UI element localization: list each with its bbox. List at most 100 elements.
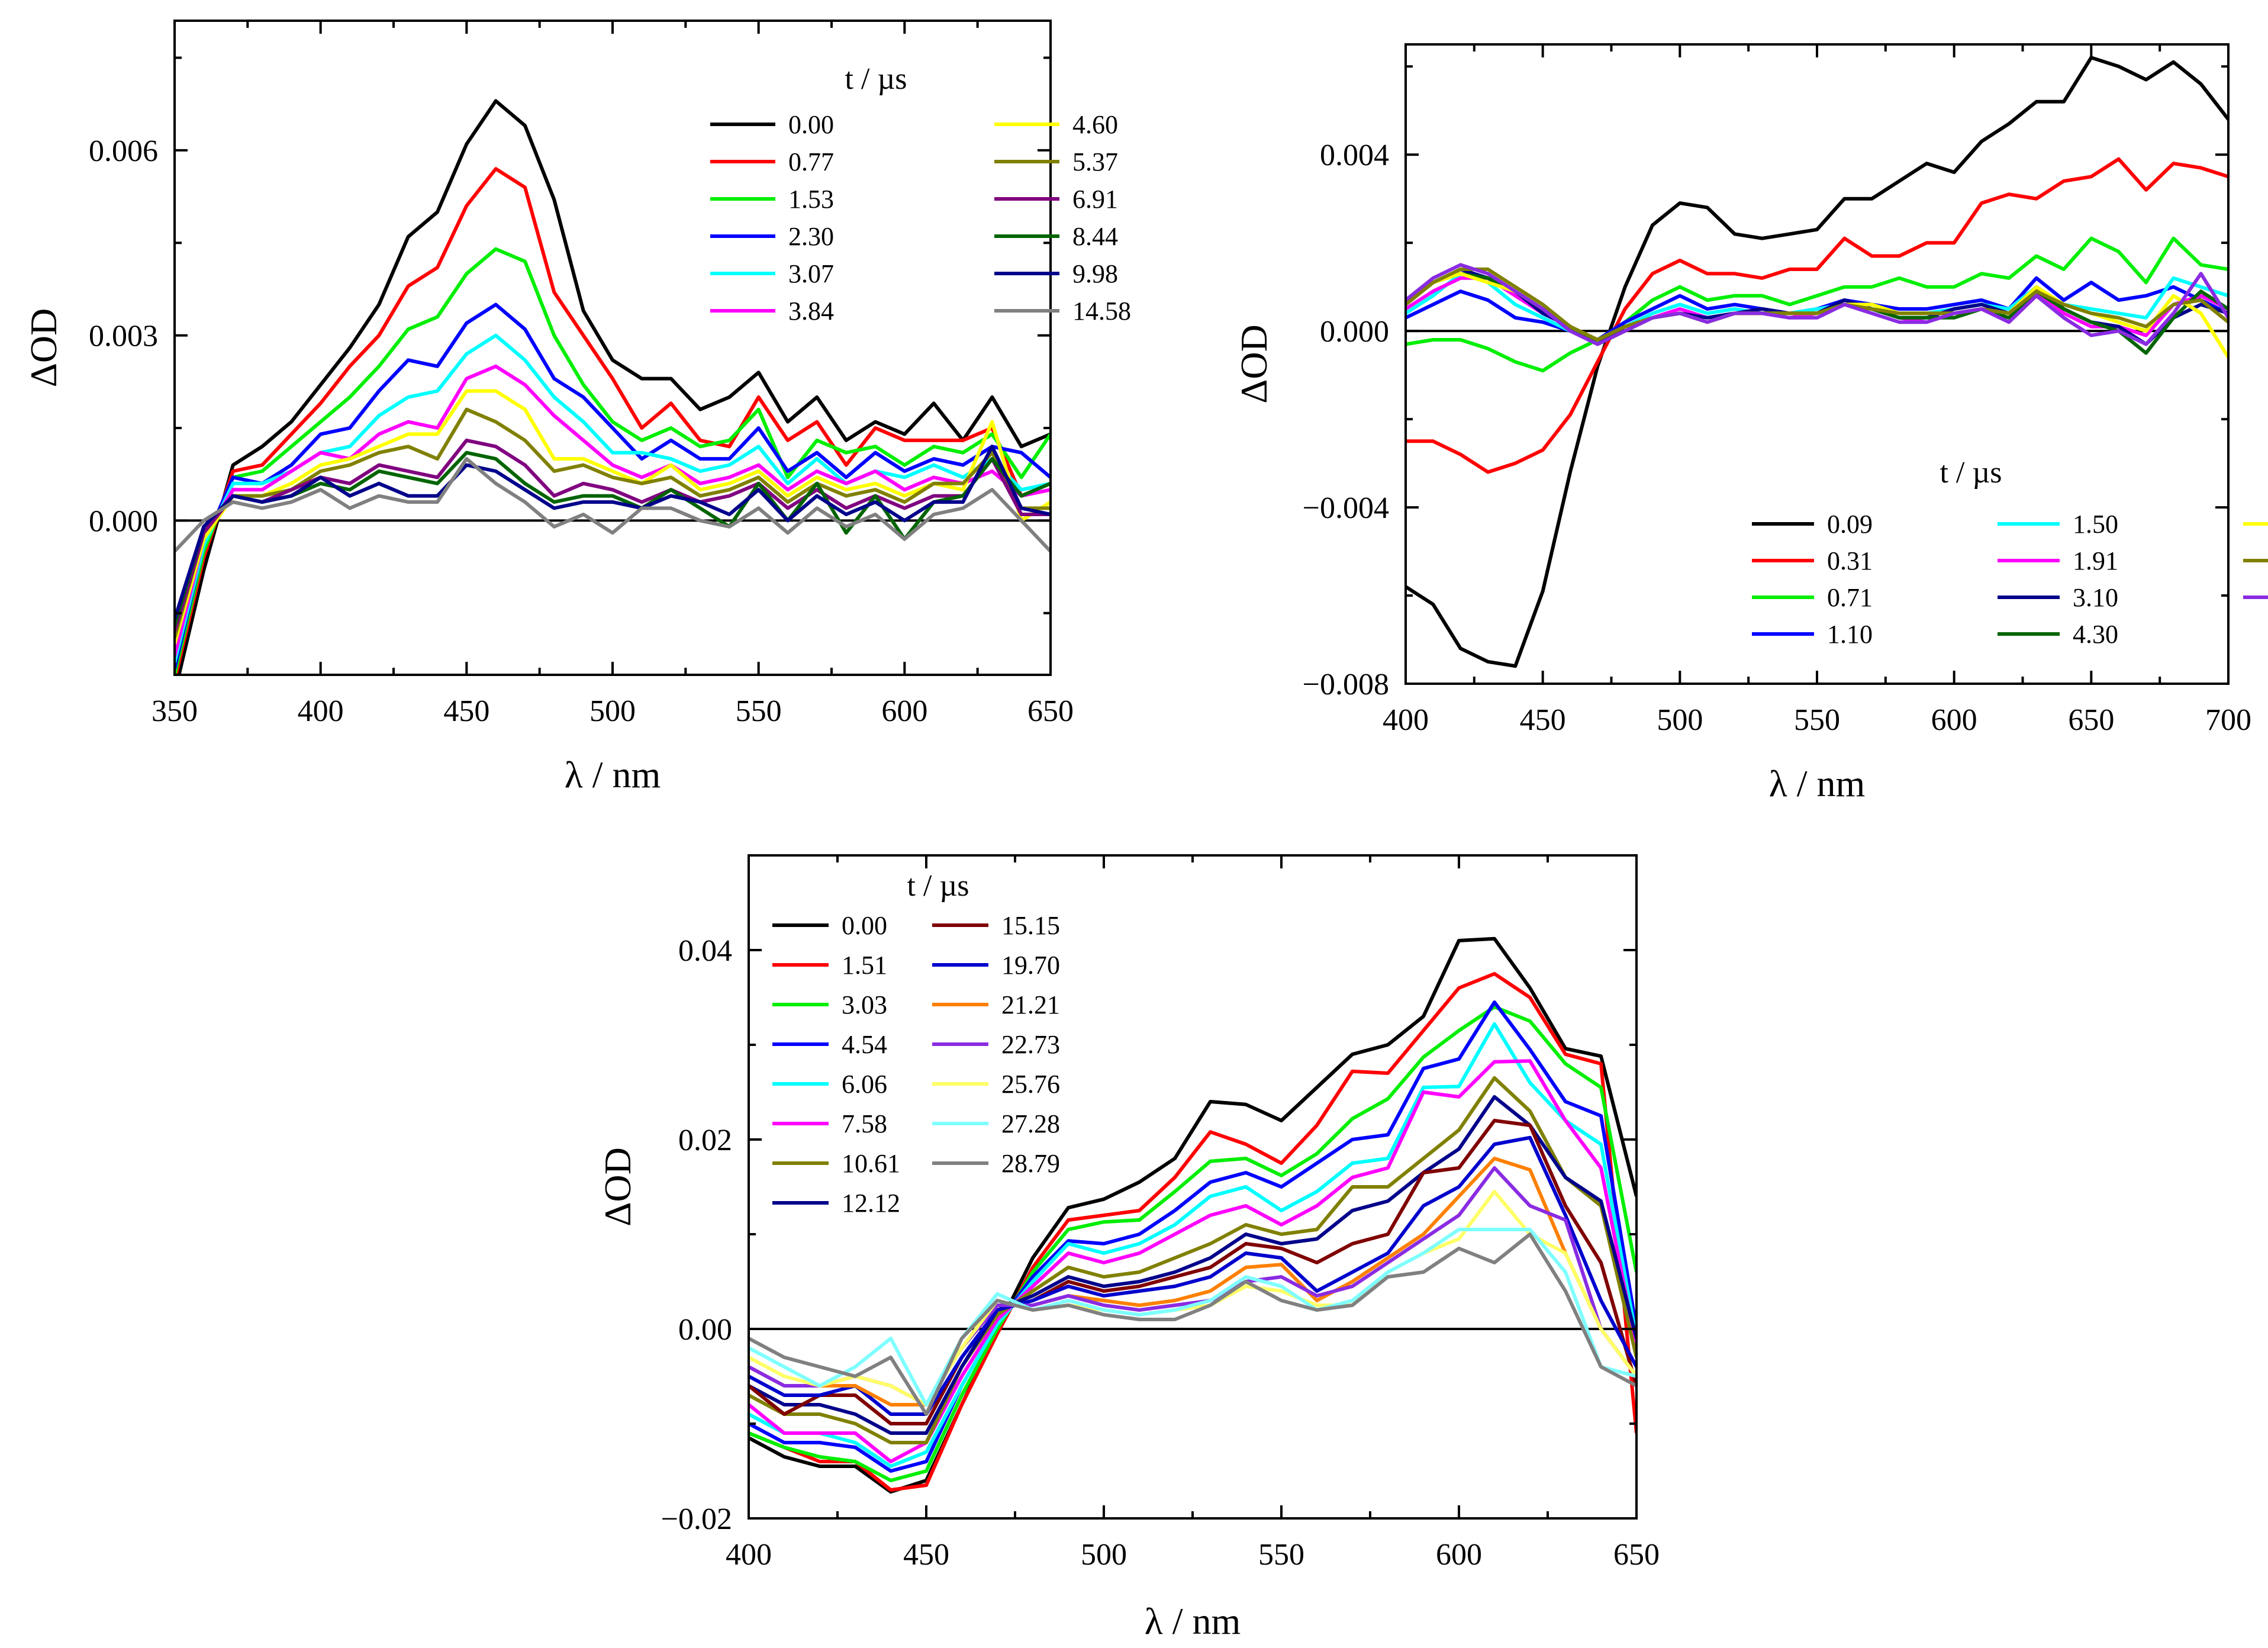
series-line-15.15 xyxy=(749,1119,1636,1425)
legend-label: 1.10 xyxy=(1827,620,1873,649)
x-tick-label: 550 xyxy=(1258,1538,1304,1572)
x-tick-label: 600 xyxy=(1931,703,1977,737)
series-line-5.37 xyxy=(175,407,1051,639)
legend-label: 0.00 xyxy=(842,911,887,940)
series-line-6.06 xyxy=(749,1022,1636,1468)
x-tick-label: 400 xyxy=(298,694,344,728)
x-axis-title: λ / nm xyxy=(565,754,661,796)
series-line-4.54 xyxy=(749,1000,1636,1473)
y-tick-label: 0.000 xyxy=(89,504,158,538)
legend-label: 1.53 xyxy=(788,185,834,214)
series-line-14.58 xyxy=(175,457,1051,553)
series-line-1.51 xyxy=(749,972,1636,1492)
y-tick-label: 0.04 xyxy=(678,934,732,968)
series-line-0.71 xyxy=(1406,236,2228,373)
series-group xyxy=(175,99,1051,675)
legend-label: 0.31 xyxy=(1827,546,1873,575)
legend-label: 6.91 xyxy=(1072,185,1118,214)
legend-label: 4.60 xyxy=(1072,110,1118,139)
series-line-1.53 xyxy=(175,247,1051,675)
x-tick-label: 450 xyxy=(443,694,489,728)
legend-label: 0.09 xyxy=(1827,510,1873,539)
x-tick-label: 500 xyxy=(589,694,636,728)
series-line-0.31 xyxy=(1406,157,2228,474)
series-line-25.76 xyxy=(749,1190,1636,1406)
y-tick-label: −0.008 xyxy=(1303,668,1389,701)
x-tick-label: 650 xyxy=(1027,694,1074,728)
x-tick-label: 600 xyxy=(881,694,927,728)
legend-label: 0.00 xyxy=(788,110,834,139)
series-line-1.50 xyxy=(1406,272,2228,342)
legend-label: 4.54 xyxy=(842,1030,887,1059)
y-axis-title: ΔOD xyxy=(1233,324,1275,404)
x-tick-label: 450 xyxy=(903,1538,949,1572)
y-axis-title: ΔOD xyxy=(597,1147,639,1227)
legend-label: 2.30 xyxy=(788,222,834,251)
chart-bottom: 400 450 500 550 600 650 −0.02 0.00 0.02 0.04 λ / n… xyxy=(597,854,1660,1642)
legend-label: 14.58 xyxy=(1072,297,1131,326)
series-line-6.91 xyxy=(175,438,1051,632)
x-axis-title: λ / nm xyxy=(1145,1600,1241,1642)
legend-label: 3.10 xyxy=(2073,583,2118,612)
x-tick-label: 500 xyxy=(1081,1538,1127,1572)
series-line-19.70 xyxy=(749,1135,1636,1416)
y-tick-label: −0.004 xyxy=(1303,491,1389,525)
series-line-0.09 xyxy=(1406,56,2228,668)
legend-label: 7.58 xyxy=(842,1109,887,1138)
x-tick-label: 400 xyxy=(726,1538,772,1572)
legend-title: t / µs xyxy=(907,869,969,903)
y-tick-label: 0.000 xyxy=(1320,315,1389,349)
chart-top-right: 400 450 500 550 600 650 700 −0.008 −0.004 0.000 0.… xyxy=(1233,43,2268,804)
series-line-3.07 xyxy=(175,333,1051,663)
legend-label: 12.12 xyxy=(842,1189,900,1218)
legend-label: 0.71 xyxy=(1827,583,1873,612)
legend-label: 27.28 xyxy=(1001,1109,1060,1138)
legend-label: 10.61 xyxy=(842,1149,900,1178)
legend-label: 9.98 xyxy=(1072,259,1118,288)
y-tick-label: 0.00 xyxy=(678,1313,732,1347)
legend-label: 1.50 xyxy=(2073,510,2118,539)
legend-label: 25.76 xyxy=(1001,1070,1060,1099)
series-line-2.30 xyxy=(175,302,1051,670)
x-tick-label: 550 xyxy=(736,694,782,728)
y-tick-label: 0.02 xyxy=(678,1124,732,1157)
y-tick-label: 0.003 xyxy=(89,320,158,353)
legend-label: 4.30 xyxy=(2073,620,2118,649)
series-line-27.28 xyxy=(749,1228,1636,1406)
series-line-10.61 xyxy=(749,1076,1636,1444)
y-tick-label: 0.004 xyxy=(1320,139,1389,172)
legend-title: t / µs xyxy=(1940,456,2002,490)
legend-label: 21.21 xyxy=(1001,990,1060,1019)
series-line-9.98 xyxy=(175,445,1051,620)
y-axis-title: ΔOD xyxy=(22,308,65,388)
legend-label: 0.77 xyxy=(788,147,834,176)
x-tick-label: 350 xyxy=(152,694,198,728)
legend-label: 3.84 xyxy=(788,297,834,326)
legend-label: 3.03 xyxy=(842,990,887,1019)
series-line-5.90 xyxy=(1406,263,2228,346)
y-tick-label: −0.02 xyxy=(661,1502,732,1536)
legend-label: 28.79 xyxy=(1001,1149,1060,1178)
legend-label: 1.51 xyxy=(842,951,887,980)
y-tick-label: 0.006 xyxy=(89,134,158,168)
x-tick-label: 600 xyxy=(1436,1538,1482,1572)
series-group xyxy=(1406,56,2228,668)
x-tick-label: 550 xyxy=(1794,703,1840,737)
series-group xyxy=(749,936,1636,1494)
legend-label: 3.07 xyxy=(788,259,834,288)
x-tick-label: 450 xyxy=(1520,703,1566,737)
series-line-28.79 xyxy=(749,1232,1636,1416)
x-tick-label: 500 xyxy=(1657,703,1703,737)
legend-label: 15.15 xyxy=(1001,911,1060,940)
legend-label: 1.91 xyxy=(2073,546,2118,575)
x-tick-label: 650 xyxy=(1613,1538,1660,1572)
legend-title: t / µs xyxy=(845,62,907,96)
x-tick-label: 650 xyxy=(2068,703,2114,737)
series-line-7.58 xyxy=(749,1059,1636,1463)
series-line-0.77 xyxy=(175,167,1051,675)
legend-label: 22.73 xyxy=(1001,1030,1060,1059)
legend-label: 5.37 xyxy=(1072,147,1118,176)
series-line-0.00 xyxy=(177,99,1051,675)
series-line-27.1 xyxy=(1406,267,2228,342)
